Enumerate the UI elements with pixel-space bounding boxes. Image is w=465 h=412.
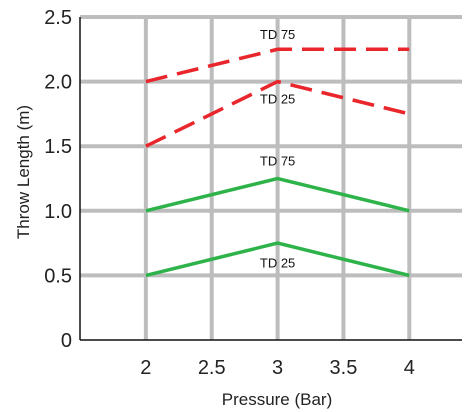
x-tick-label: 3 <box>272 357 283 379</box>
x-tick-label: 2.5 <box>198 357 226 379</box>
y-tick-label: 2.0 <box>44 72 72 94</box>
series-lines <box>145 47 410 278</box>
series-line-4 <box>145 241 410 278</box>
y-tick-labels: 0 0.5 1.0 1.5 2.0 2.5 <box>44 7 72 352</box>
series-annotation: TD 25 <box>260 256 295 271</box>
x-axis-title: Pressure (Bar) <box>222 390 333 409</box>
series-annotation: TD 75 <box>260 27 295 42</box>
axes <box>79 17 462 341</box>
y-tick-label: 1.0 <box>44 201 72 223</box>
annotations: TD 75 TD 25 TD 75 TD 25 <box>260 27 295 271</box>
y-axis-title: Throw Length (m) <box>14 105 33 239</box>
x-tick-label: 2 <box>140 357 151 379</box>
series-line-3 <box>145 176 410 213</box>
y-tick-label: 0.5 <box>44 265 72 287</box>
x-tick-labels: 2 2.5 3 3.5 4 <box>140 357 415 379</box>
y-tick-label: 2.5 <box>44 7 72 29</box>
series-annotation: TD 25 <box>260 92 295 107</box>
y-tick-label: 0 <box>61 330 72 352</box>
series-line-2 <box>145 79 410 148</box>
x-tick-label: 4 <box>404 357 415 379</box>
series-annotation: TD 75 <box>260 154 295 169</box>
y-tick-label: 1.5 <box>44 136 72 158</box>
series-line-1 <box>145 47 410 84</box>
grid-lines <box>80 15 462 340</box>
x-tick-label: 3.5 <box>330 357 358 379</box>
